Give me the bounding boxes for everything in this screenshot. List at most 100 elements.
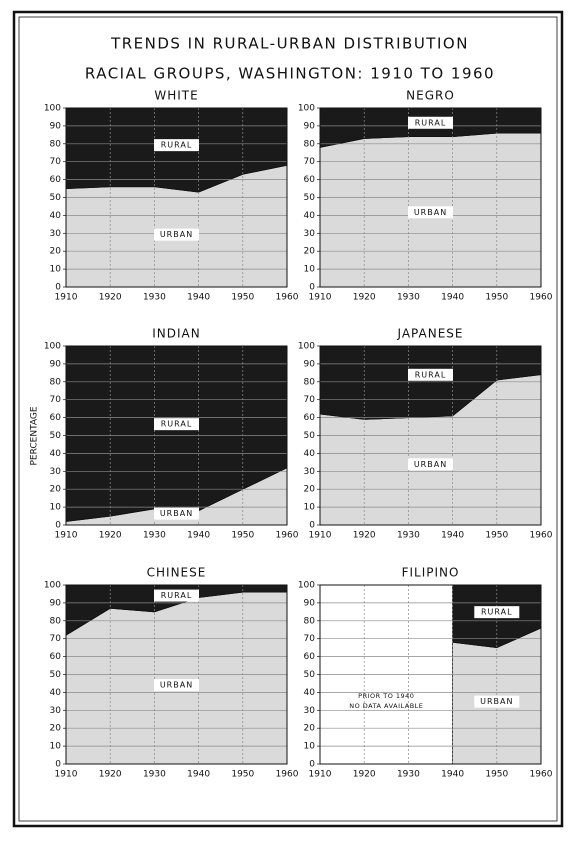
x-tick-label: 1930 bbox=[143, 293, 166, 303]
label-box bbox=[154, 418, 199, 431]
y-tick-label: 70 bbox=[304, 634, 316, 644]
y-tick-label: 70 bbox=[50, 157, 62, 167]
y-tick-label: 70 bbox=[304, 395, 316, 405]
x-tick-label: 1930 bbox=[397, 531, 420, 541]
label-box bbox=[154, 589, 199, 602]
y-tick-label: 10 bbox=[304, 742, 316, 752]
y-tick-label: 10 bbox=[304, 503, 316, 513]
y-tick-label: 60 bbox=[304, 652, 316, 662]
plot-border bbox=[65, 345, 288, 526]
series-label: RURAL bbox=[415, 370, 447, 379]
y-tick-label: 10 bbox=[304, 265, 316, 275]
x-tick-label: 1920 bbox=[353, 770, 376, 780]
y-tick-label: 80 bbox=[50, 377, 62, 387]
series-label: URBAN bbox=[160, 509, 193, 518]
label-box bbox=[408, 458, 453, 471]
x-tick-label: 1960 bbox=[530, 293, 553, 303]
series-label: RURAL bbox=[481, 608, 513, 617]
series-label: URBAN bbox=[414, 460, 447, 469]
y-tick-label: 40 bbox=[50, 211, 62, 221]
subtitle: RACIAL GROUPS, WASHINGTON: 1910 TO 1960 bbox=[85, 65, 495, 83]
y-axis-label: PERCENTAGE bbox=[30, 406, 40, 465]
x-tick-label: 1940 bbox=[187, 770, 210, 780]
title: TRENDS IN RURAL-URBAN DISTRIBUTION bbox=[110, 35, 469, 53]
y-tick-label: 20 bbox=[304, 724, 316, 734]
y-tick-label: 20 bbox=[50, 724, 62, 734]
x-tick-label: 1910 bbox=[55, 531, 78, 541]
y-tick-label: 10 bbox=[50, 265, 62, 275]
note: PRIOR TO 1940 bbox=[358, 692, 414, 700]
series-label: RURAL bbox=[161, 591, 193, 600]
y-tick-label: 80 bbox=[304, 377, 316, 387]
y-tick-label: 20 bbox=[304, 485, 316, 495]
y-tick-label: 30 bbox=[304, 467, 316, 477]
x-tick-label: 1950 bbox=[231, 293, 254, 303]
series-label: URBAN bbox=[480, 697, 513, 706]
y-tick-label: 100 bbox=[44, 581, 61, 591]
series-label: RURAL bbox=[161, 420, 193, 429]
x-tick-label: 1940 bbox=[187, 531, 210, 541]
y-tick-label: 80 bbox=[50, 616, 62, 626]
plot-border bbox=[65, 584, 288, 765]
y-tick-label: 30 bbox=[50, 706, 62, 716]
label-box bbox=[154, 679, 199, 692]
series-label: RURAL bbox=[161, 141, 193, 150]
x-tick-label: 1940 bbox=[187, 293, 210, 303]
x-tick-label: 1930 bbox=[143, 770, 166, 780]
y-tick-label: 60 bbox=[50, 175, 62, 185]
y-tick-label: 100 bbox=[298, 581, 315, 591]
x-tick-label: 1920 bbox=[99, 770, 122, 780]
y-tick-label: 90 bbox=[304, 359, 316, 369]
y-tick-label: 70 bbox=[304, 157, 316, 167]
x-tick-label: 1930 bbox=[143, 531, 166, 541]
plot-border bbox=[319, 107, 542, 288]
label-box bbox=[408, 206, 453, 219]
inner-frame bbox=[18, 16, 558, 822]
series-label: URBAN bbox=[414, 208, 447, 217]
x-tick-label: 1950 bbox=[231, 531, 254, 541]
plot-border bbox=[319, 345, 542, 526]
y-tick-label: 90 bbox=[50, 598, 62, 608]
x-tick-label: 1910 bbox=[309, 531, 332, 541]
x-tick-label: 1950 bbox=[485, 770, 508, 780]
y-tick-label: 50 bbox=[304, 431, 316, 441]
panel-title: CHINESE bbox=[147, 566, 207, 580]
y-tick-label: 40 bbox=[304, 211, 316, 221]
y-tick-label: 100 bbox=[44, 104, 61, 114]
y-tick-label: 100 bbox=[298, 104, 315, 114]
y-tick-label: 20 bbox=[50, 247, 62, 257]
series-label: URBAN bbox=[160, 681, 193, 690]
y-tick-label: 30 bbox=[50, 467, 62, 477]
y-tick-label: 0 bbox=[309, 283, 315, 293]
y-tick-label: 60 bbox=[50, 413, 62, 423]
y-tick-label: 50 bbox=[50, 193, 62, 203]
y-tick-label: 50 bbox=[50, 670, 62, 680]
y-tick-label: 100 bbox=[298, 342, 315, 352]
x-tick-label: 1950 bbox=[485, 531, 508, 541]
panel-title: NEGRO bbox=[406, 89, 455, 103]
y-tick-label: 70 bbox=[50, 634, 62, 644]
x-tick-label: 1960 bbox=[276, 531, 299, 541]
note: NO DATA AVAILABLE bbox=[349, 702, 423, 710]
y-tick-label: 60 bbox=[304, 413, 316, 423]
y-tick-label: 0 bbox=[309, 760, 315, 770]
label-box bbox=[474, 606, 520, 619]
y-tick-label: 50 bbox=[304, 193, 316, 203]
y-tick-label: 10 bbox=[50, 742, 62, 752]
y-tick-label: 20 bbox=[304, 247, 316, 257]
y-tick-label: 90 bbox=[304, 598, 316, 608]
y-tick-label: 40 bbox=[50, 688, 62, 698]
series-label: RURAL bbox=[415, 118, 447, 127]
plot-border bbox=[319, 584, 542, 765]
x-tick-label: 1920 bbox=[99, 293, 122, 303]
label-box bbox=[474, 695, 520, 708]
x-tick-label: 1930 bbox=[397, 293, 420, 303]
x-tick-label: 1960 bbox=[276, 293, 299, 303]
y-tick-label: 70 bbox=[50, 395, 62, 405]
y-tick-label: 80 bbox=[304, 616, 316, 626]
panel-title: FILIPINO bbox=[402, 566, 460, 580]
y-tick-label: 30 bbox=[304, 229, 316, 239]
x-tick-label: 1960 bbox=[276, 770, 299, 780]
x-tick-label: 1940 bbox=[441, 293, 464, 303]
